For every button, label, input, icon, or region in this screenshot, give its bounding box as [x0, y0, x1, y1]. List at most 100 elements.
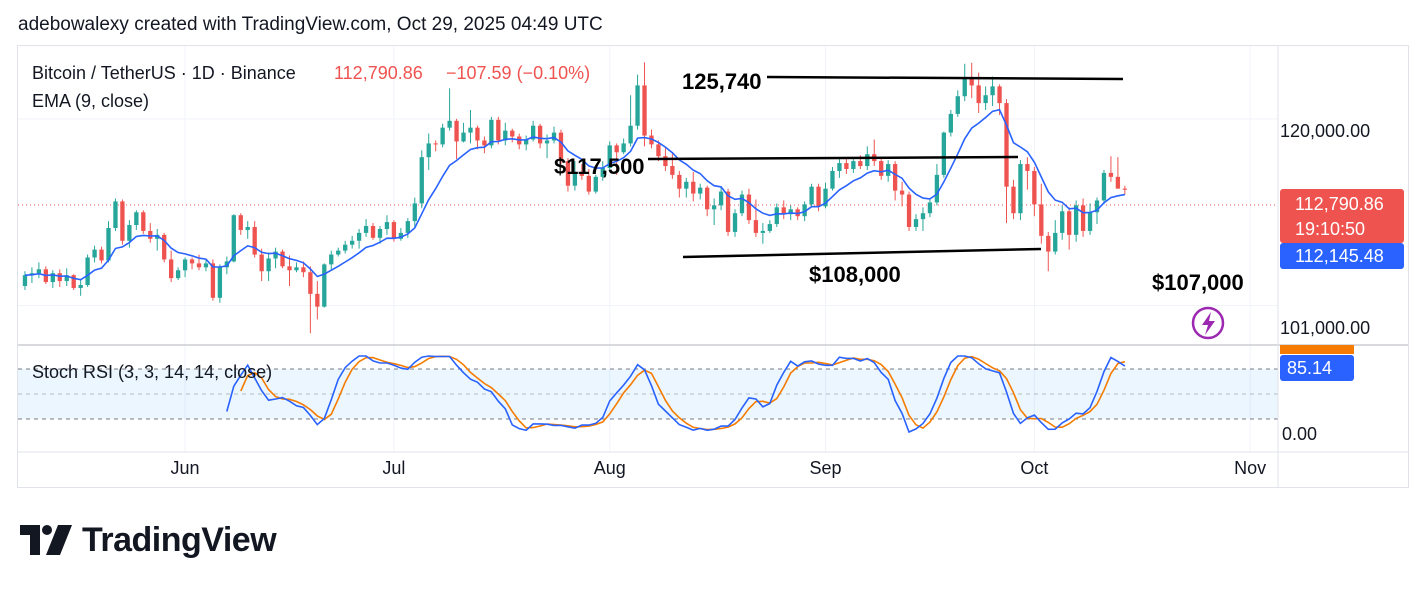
- price-chart[interactable]: 125,740 $117,500 $108,000 $107,000 Bitco…: [18, 46, 1408, 487]
- last-price-badge: 112,790.86 19:10:50: [1280, 189, 1404, 243]
- candle-body: [844, 163, 849, 169]
- candle: [259, 248, 264, 282]
- candle-body: [892, 164, 898, 191]
- tradingview-logo[interactable]: TradingView: [20, 520, 277, 560]
- x-label-jul: Jul: [382, 458, 405, 478]
- candle: [677, 170, 682, 198]
- candle: [510, 128, 515, 143]
- candle: [447, 88, 452, 131]
- candle-body: [816, 186, 821, 207]
- candle: [635, 74, 640, 130]
- candle: [503, 122, 508, 146]
- x-label-oct: Oct: [1020, 458, 1048, 478]
- candle-body: [934, 174, 940, 203]
- candle: [50, 270, 55, 288]
- price-tick-101000: 101,000.00: [1280, 318, 1370, 338]
- candle: [565, 158, 571, 192]
- candle-body: [127, 225, 132, 241]
- candle-body: [698, 187, 703, 194]
- candle: [440, 123, 445, 148]
- candle: [175, 267, 181, 281]
- candle-body: [621, 143, 626, 153]
- candle: [899, 181, 905, 207]
- candle-body: [370, 226, 376, 238]
- candle-body: [405, 221, 410, 233]
- candle: [670, 153, 675, 179]
- candle: [524, 135, 529, 151]
- annotation-125740: 125,740: [682, 69, 762, 94]
- candle: [691, 171, 696, 202]
- legend-symbol[interactable]: Bitcoin / TetherUS · 1D · Binance: [32, 63, 296, 83]
- candle: [273, 247, 278, 269]
- candle-body: [92, 249, 97, 258]
- candle: [955, 90, 960, 117]
- candlestick-series: [22, 62, 1128, 334]
- candle: [684, 177, 689, 198]
- candle: [301, 261, 306, 278]
- candle-body: [837, 163, 842, 171]
- candle: [851, 159, 856, 173]
- candle-body: [273, 251, 278, 259]
- candle-body: [377, 228, 383, 238]
- candle: [753, 199, 759, 237]
- candle: [530, 120, 536, 142]
- candle: [461, 122, 466, 143]
- rsi-tick-0: 0.00: [1282, 424, 1317, 444]
- candle-body: [997, 86, 1002, 104]
- candle: [586, 168, 591, 195]
- candle: [579, 164, 585, 180]
- candle: [356, 228, 362, 249]
- candle-body: [983, 95, 988, 104]
- candle-body: [572, 172, 578, 186]
- candle-body: [677, 174, 682, 189]
- candle-body: [287, 266, 292, 271]
- legend-stoch-rsi[interactable]: Stoch RSI (3, 3, 14, 14, close): [32, 362, 272, 382]
- candle-body: [259, 254, 264, 272]
- candle-body: [482, 140, 487, 146]
- candle: [141, 210, 146, 234]
- candle: [454, 118, 459, 160]
- candle-body: [948, 113, 953, 133]
- candle: [1108, 156, 1114, 182]
- candle: [948, 109, 953, 137]
- candle-body: [238, 215, 243, 230]
- candle: [113, 198, 118, 231]
- candle-body: [593, 176, 598, 192]
- candle-body: [1053, 232, 1058, 252]
- legend-change: −107.59 (−0.10%): [446, 63, 590, 83]
- lightning-icon[interactable]: [1191, 306, 1225, 340]
- x-label-sep: Sep: [809, 458, 841, 478]
- candle-body: [329, 254, 334, 265]
- chart-frame[interactable]: 125,740 $117,500 $108,000 $107,000 Bitco…: [17, 45, 1409, 488]
- candle: [426, 133, 431, 170]
- candle: [231, 214, 236, 263]
- candle: [1004, 99, 1009, 224]
- last-price-label: 112,790.86: [1295, 194, 1384, 214]
- candle-body: [858, 161, 863, 167]
- candle-body: [913, 219, 919, 227]
- candle-body: [245, 227, 250, 230]
- candle: [322, 263, 327, 308]
- candle: [1025, 157, 1030, 190]
- annotation-107000: $107,000: [1152, 270, 1244, 295]
- trendline-top: [766, 75, 1124, 81]
- candle-body: [551, 132, 557, 141]
- candle: [343, 240, 348, 254]
- candle-body: [579, 172, 585, 176]
- grid: [18, 46, 1278, 452]
- candle-body: [266, 258, 271, 272]
- candle: [363, 219, 369, 237]
- legend-price: 112,790.86: [334, 63, 423, 83]
- candle-body: [99, 249, 104, 261]
- candle-body: [50, 273, 55, 283]
- candle-body: [830, 170, 835, 189]
- candle-body: [1018, 164, 1023, 214]
- candle-body: [879, 161, 884, 176]
- candle-body: [57, 273, 62, 282]
- candle-body: [210, 263, 216, 298]
- candle-body: [349, 240, 355, 245]
- candle: [934, 164, 940, 206]
- candle-body: [705, 187, 710, 210]
- candle-body: [962, 78, 967, 97]
- legend-ema[interactable]: EMA (9, close): [32, 91, 149, 111]
